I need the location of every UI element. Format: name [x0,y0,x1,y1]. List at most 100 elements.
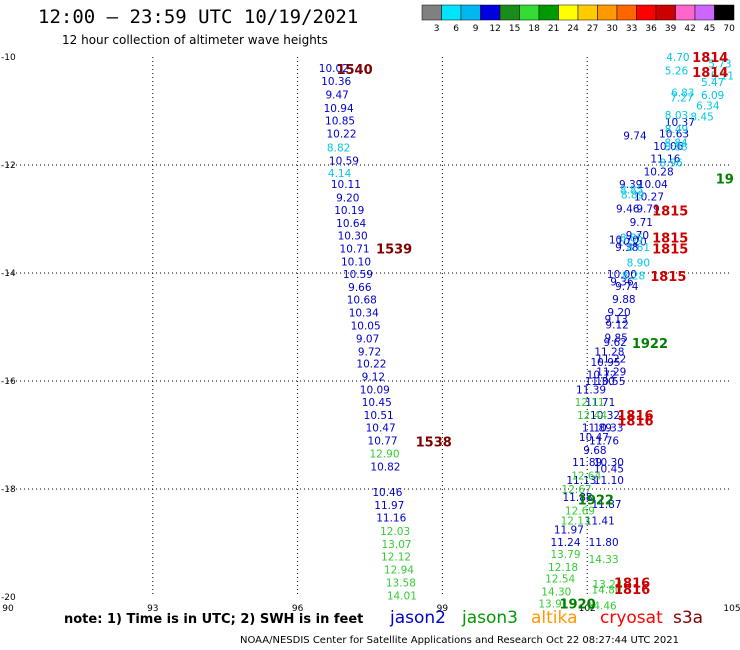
data-point-jason3: 12.13 [561,515,591,527]
legend-s3a: s3a [673,608,704,628]
colorbar-swatch [636,4,657,21]
data-point-jason2: 10.82 [370,461,400,473]
data-point-cryosat: 5.73 [708,58,731,70]
data-point-jason2: 11.87 [591,499,621,511]
data-point-jason2: 11.24 [550,537,580,549]
data-point-jason2: 10.45 [594,463,624,475]
data-point-jason3: 12.12 [381,552,411,564]
data-point-jason2: 10.55 [595,376,625,388]
data-point-jason2: 10.72 [587,370,617,382]
data-point-jason3: 12.18 [548,562,578,574]
y-tick-label: -12 [1,161,16,171]
colorbar-label: 18 [528,24,540,34]
track-id-label: 1922 [632,337,668,352]
data-point-cryosat: 8.82 [327,143,350,155]
data-point-jason2: 10.68 [347,294,377,306]
data-point-jason3: 13.58 [386,577,416,589]
data-point-jason2: 9.38 [615,242,638,254]
colorbar-label: 30 [606,24,618,34]
colorbar-swatch [597,4,618,21]
data-point-jason3: 12.90 [369,448,399,460]
data-point-jason2: 11.80 [589,537,619,549]
data-point-cryosat: 8.49 [665,124,688,136]
colorbar-swatch [616,4,637,21]
data-point-jason2: 11.97 [374,500,404,512]
track-id-label: 1539 [376,243,412,258]
data-point-jason2: 10.33 [593,422,623,434]
x-tick-label: 90 [2,604,14,614]
legend-jason2: jason2 [390,608,446,628]
data-point-jason2: 11.41 [585,515,615,527]
track-id-label: 1816 [617,409,653,424]
data-point-jason2: 10.30 [594,457,624,469]
colorbar-swatch [577,4,598,21]
data-point-jason2: 10.94 [324,103,354,115]
y-tick-label: -16 [1,377,16,387]
colorbar-label: 39 [665,24,677,34]
y-tick-label: -10 [1,53,16,63]
data-point-jason2: 10.20 [617,237,647,249]
data-point-jason3: 12.64 [571,471,601,483]
data-point-jason3: 14.01 [387,590,417,602]
data-point-jason2: 10.70 [609,235,639,247]
data-point-jason2: 10.19 [334,205,364,217]
footer-credit: NOAA/NESDIS Center for Satellite Applica… [240,635,679,646]
track-id-label: 1816 [614,583,650,598]
data-point-jason2: 11.89 [572,457,602,469]
colorbar-label: 42 [684,24,695,34]
colorbar-label: 27 [587,24,598,34]
data-point-jason2: 10.05 [351,320,381,332]
data-point-jason2: 9.74 [615,281,639,293]
colorbar-label: 70 [723,24,735,34]
data-point-jason2: 10.09 [360,385,390,397]
track-id-label: 1815 [652,204,688,219]
note-text: note: 1) Time is in UTC; 2) SWH is in fe… [64,612,364,627]
colorbar-swatch [675,4,696,21]
data-point-jason2: 11.88 [563,492,593,504]
track-id-label: 1816 [617,414,653,429]
data-point-cryosat: 8.85 [620,184,643,196]
data-point-jason2: 11.22 [596,353,626,365]
data-point-jason2: 10.11 [331,179,361,191]
y-tick-label: -20 [1,593,16,603]
data-point-jason2: 11.97 [554,525,584,537]
colorbar-swatch [714,4,735,21]
data-point-jason2: 10.45 [362,397,392,409]
data-point-jason2: 10.34 [349,307,379,319]
data-point-jason2: 11.13 [566,475,596,487]
data-point-cryosat: 8.89 [621,190,644,202]
x-tick-label: 105 [723,604,740,614]
y-tick-label: -18 [1,485,16,495]
data-point-jason2: 9.74 [623,130,647,142]
colorbar-swatch [519,4,540,21]
data-point-cryosat: 7.27 [670,93,693,105]
data-point-cryosat: 6.34 [696,101,720,113]
data-point-cryosat: 8.45 [690,111,713,123]
data-point-cryosat: 8.03 [665,110,688,122]
data-point-jason3: 14.33 [589,554,619,566]
colorbar-swatch [558,4,579,21]
data-point-cryosat: 4.14 [328,168,352,180]
data-point-jason2: 10.22 [326,129,356,141]
data-point-jason2: 9.13 [604,314,627,326]
colorbar-label: 21 [548,24,559,34]
colorbar-swatch [421,4,442,21]
data-point-jason2: 10.95 [591,357,621,369]
data-point-jason2: 11.89 [582,422,612,434]
data-point-jason2: 10.47 [366,422,396,434]
legend-jason3: jason3 [462,608,518,628]
data-point-jason2: 9.47 [325,89,348,101]
data-point-cryosat: 8.84 [664,137,688,149]
x-tick-label: 102 [579,604,596,614]
data-point-jason2: 10.47 [579,432,609,444]
data-point-jason2: 9.68 [583,445,606,457]
data-point-cryosat: 5.26 [665,66,689,78]
chart-subtitle: 12 hour collection of altimeter wave hei… [62,33,328,47]
track-id-label: 1922 [578,493,614,508]
data-point-jason3: 14.80 [591,584,621,596]
data-point-jason2: 10.22 [356,359,386,371]
data-point-jason3: 14.30 [541,587,571,599]
colorbar-label: 9 [473,24,479,34]
data-point-jason3: 12.44 [577,410,607,422]
